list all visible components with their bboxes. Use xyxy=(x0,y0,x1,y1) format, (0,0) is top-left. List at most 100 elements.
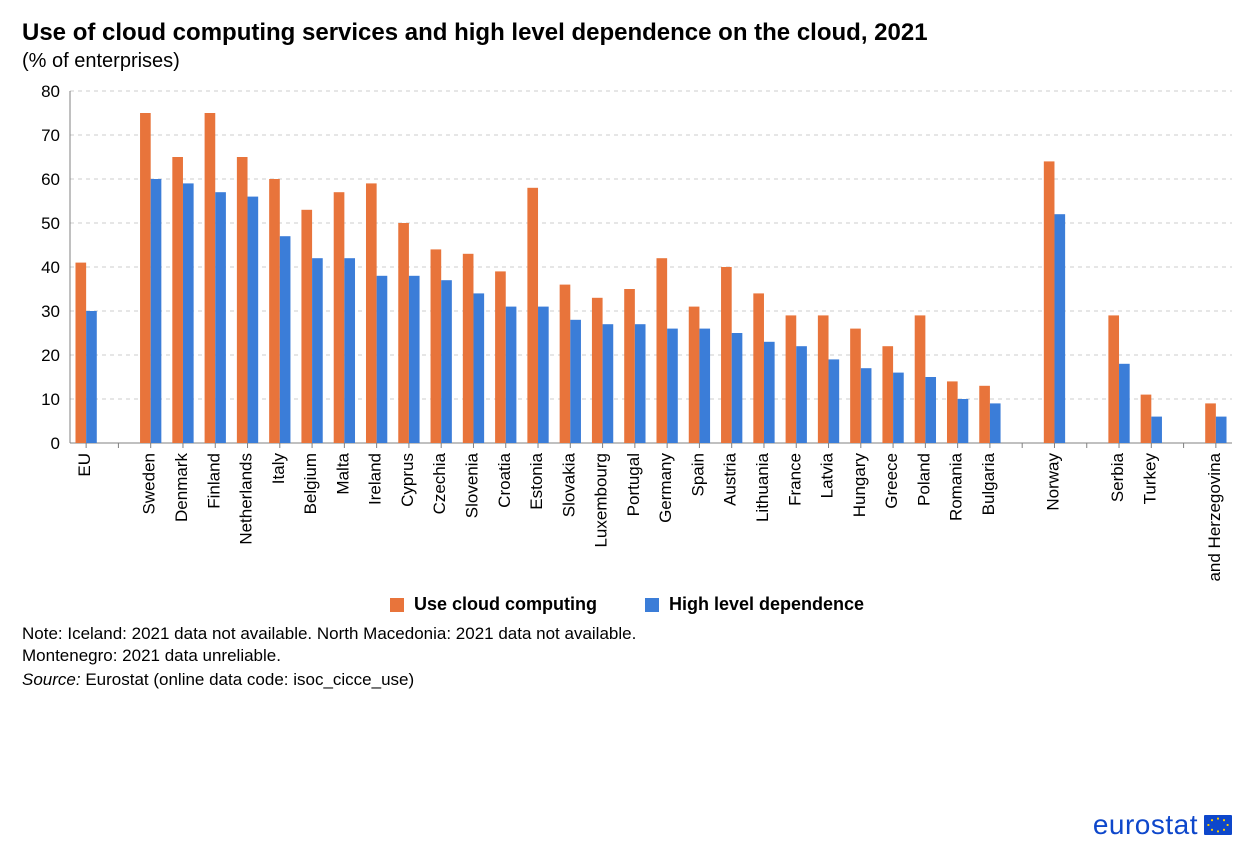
bar-high xyxy=(1151,417,1162,443)
x-label: Bosnia and Herzegovina xyxy=(1205,452,1224,583)
x-label: Romania xyxy=(947,452,966,521)
bar-use xyxy=(979,386,990,443)
x-label: France xyxy=(785,453,804,506)
bar-use xyxy=(1141,395,1152,443)
bar-high xyxy=(409,276,420,443)
x-label: Netherlands xyxy=(237,453,256,545)
bar-use xyxy=(495,271,506,443)
bar-use xyxy=(431,249,442,443)
x-label: Lithuania xyxy=(753,452,772,522)
bar-use xyxy=(1108,315,1119,443)
bar-use xyxy=(334,192,345,443)
bar-high xyxy=(764,342,775,443)
bar-use xyxy=(689,307,700,443)
bar-high xyxy=(925,377,936,443)
bar-high xyxy=(1054,214,1065,443)
bar-high xyxy=(280,236,291,443)
x-label: Slovakia xyxy=(559,452,578,517)
bar-high xyxy=(377,276,388,443)
legend: Use cloud computing High level dependence xyxy=(22,594,1232,617)
eu-flag-icon xyxy=(1204,815,1232,835)
bar-use xyxy=(463,254,474,443)
legend-label: Use cloud computing xyxy=(414,594,597,615)
bar-use xyxy=(786,315,797,443)
eurostat-logo: eurostat xyxy=(1093,809,1232,841)
chart-subtitle: (% of enterprises) xyxy=(22,50,1232,73)
x-label: Austria xyxy=(721,452,740,505)
bar-high xyxy=(506,307,517,443)
x-label: Denmark xyxy=(172,453,191,522)
bar-use xyxy=(366,183,377,443)
bar-use xyxy=(721,267,732,443)
bar-high xyxy=(893,373,904,443)
bar-high xyxy=(473,293,484,443)
bar-use xyxy=(882,346,893,443)
bar-high xyxy=(86,311,97,443)
bar-use xyxy=(1205,403,1216,443)
eurostat-logo-text: eurostat xyxy=(1093,809,1198,841)
x-label: Cyprus xyxy=(398,453,417,507)
x-label: Luxembourg xyxy=(592,453,611,548)
bar-use xyxy=(527,188,538,443)
bar-high xyxy=(990,403,1001,443)
chart-title: Use of cloud computing services and high… xyxy=(22,18,1232,48)
y-tick-label: 20 xyxy=(41,346,60,365)
x-label: Italy xyxy=(269,453,288,485)
x-label: Slovenia xyxy=(462,452,481,518)
x-label: Latvia xyxy=(818,452,837,498)
x-label: Belgium xyxy=(301,453,320,514)
x-label: Ireland xyxy=(366,453,385,505)
bar-high xyxy=(151,179,162,443)
legend-item: High level dependence xyxy=(645,594,864,615)
y-tick-label: 60 xyxy=(41,170,60,189)
footnote-line-1: Note: Iceland: 2021 data not available. … xyxy=(22,624,636,643)
y-tick-label: 30 xyxy=(41,302,60,321)
x-label: EU xyxy=(75,453,94,477)
bar-high xyxy=(441,280,452,443)
footnote: Note: Iceland: 2021 data not available. … xyxy=(22,623,1232,669)
x-label: Portugal xyxy=(624,453,643,516)
x-label: Croatia xyxy=(495,452,514,507)
bar-use xyxy=(592,298,603,443)
bar-use xyxy=(915,315,926,443)
legend-swatch-icon xyxy=(645,598,659,612)
bar-use xyxy=(205,113,216,443)
x-label: Hungary xyxy=(850,453,869,518)
x-label: Czechia xyxy=(430,452,449,514)
x-label: Finland xyxy=(204,453,223,509)
source-text: Eurostat (online data code: isoc_cicce_u… xyxy=(85,670,414,689)
y-tick-label: 50 xyxy=(41,214,60,233)
bar-high xyxy=(538,307,549,443)
bar-use xyxy=(818,315,829,443)
bar-use xyxy=(398,223,409,443)
bar-high xyxy=(1119,364,1130,443)
bar-high xyxy=(570,320,581,443)
bar-high xyxy=(796,346,807,443)
bar-use xyxy=(172,157,183,443)
bar-high xyxy=(215,192,226,443)
chart-area: 01020304050607080EUSwedenDenmarkFinlandN… xyxy=(22,83,1232,588)
bar-use xyxy=(850,329,861,443)
bar-high xyxy=(344,258,355,443)
x-label: Sweden xyxy=(140,453,159,514)
bar-high xyxy=(603,324,614,443)
bar-high xyxy=(829,359,840,443)
x-label: Malta xyxy=(333,452,352,494)
bar-use xyxy=(75,263,86,443)
bar-high xyxy=(312,258,323,443)
bar-use xyxy=(753,293,764,443)
legend-swatch-icon xyxy=(390,598,404,612)
y-tick-label: 0 xyxy=(51,434,60,453)
x-label: Norway xyxy=(1043,453,1062,511)
bar-high xyxy=(667,329,678,443)
legend-item: Use cloud computing xyxy=(390,594,597,615)
bar-high xyxy=(732,333,743,443)
x-label: Greece xyxy=(882,453,901,509)
x-label: Poland xyxy=(914,453,933,506)
bar-high xyxy=(248,197,259,443)
bar-use xyxy=(624,289,635,443)
bar-use xyxy=(269,179,280,443)
bar-high xyxy=(958,399,969,443)
bar-high xyxy=(699,329,710,443)
bar-use xyxy=(656,258,667,443)
